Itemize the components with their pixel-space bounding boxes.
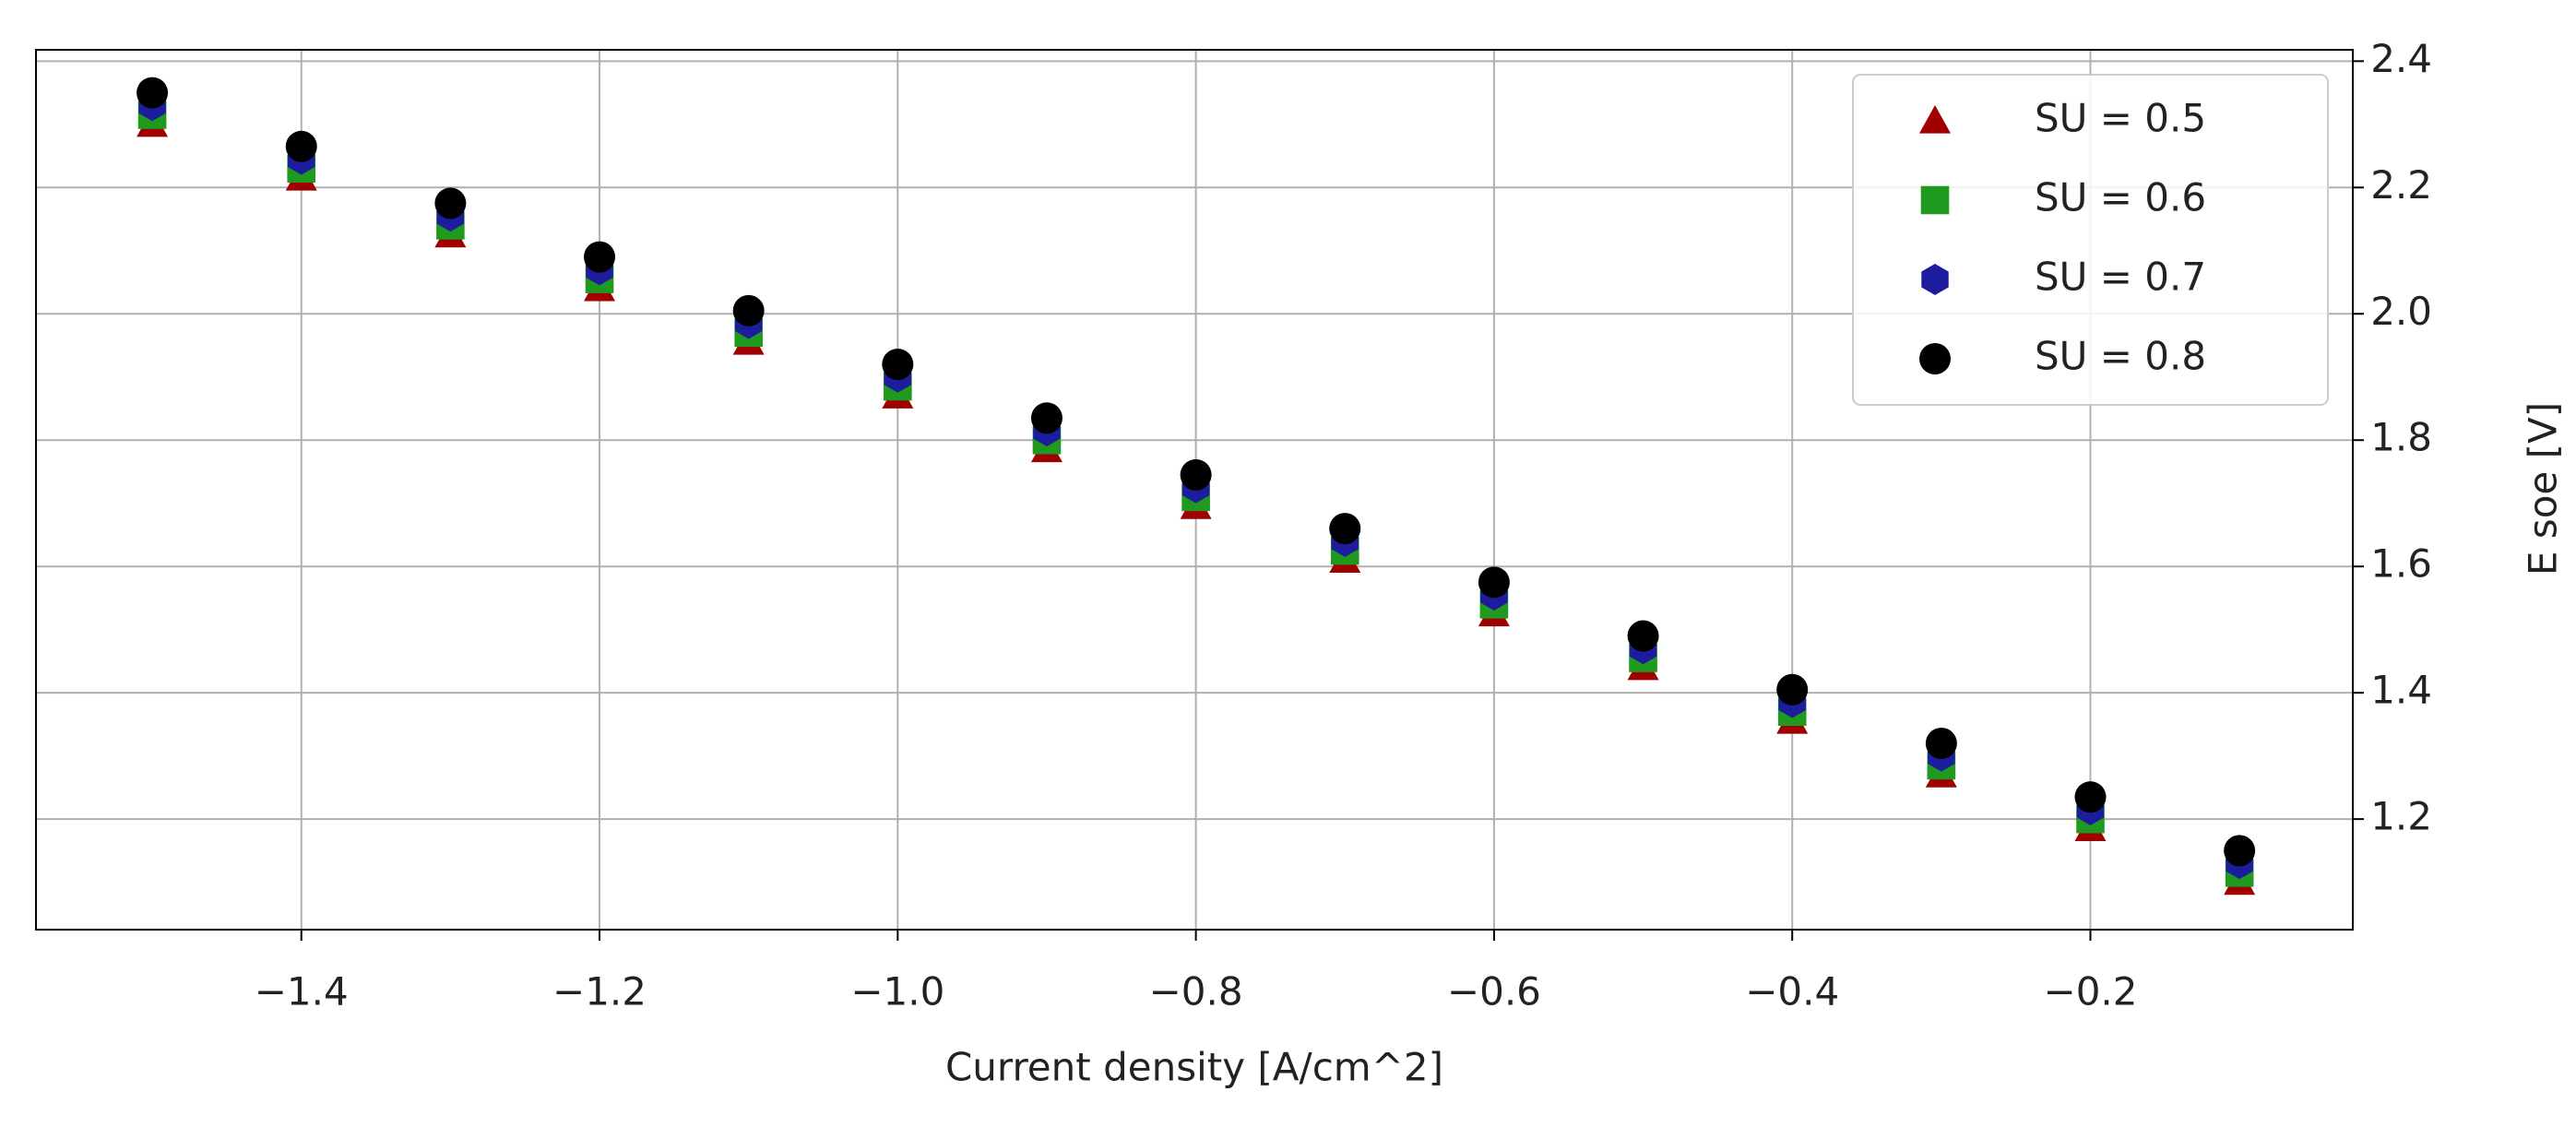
marker — [1180, 458, 1212, 491]
marker — [1921, 264, 1949, 295]
marker — [1919, 105, 1951, 134]
y-axis-label: E soe [V] — [2521, 402, 2566, 575]
plot-frame — [35, 49, 2354, 931]
x-tick-label: −0.8 — [1149, 969, 1243, 1014]
legend-label: SU = 0.5 — [2035, 96, 2206, 141]
marker — [2224, 835, 2256, 867]
marker — [1925, 727, 1957, 759]
marker — [584, 241, 616, 273]
y-tick-label: 1.6 — [2370, 541, 2432, 587]
marker — [285, 130, 317, 162]
x-axis-label: Current density [A/cm^2] — [945, 1045, 1443, 1090]
legend-label: SU = 0.7 — [2035, 255, 2206, 300]
y-tick-label: 2.0 — [2370, 289, 2432, 334]
y-tick-label: 2.4 — [2370, 36, 2432, 81]
marker — [1030, 402, 1062, 434]
x-tick-label: −1.0 — [850, 969, 944, 1014]
x-tick-label: −1.2 — [552, 969, 647, 1014]
marker — [2074, 781, 2107, 813]
y-tick-label: 1.4 — [2370, 668, 2432, 713]
marker — [732, 294, 765, 326]
y-tick-label: 2.2 — [2370, 162, 2432, 208]
marker — [1919, 343, 1951, 374]
legend-label: SU = 0.6 — [2035, 175, 2206, 220]
marker — [882, 349, 914, 381]
marker — [1776, 673, 1809, 706]
y-tick-label: 1.2 — [2370, 794, 2432, 839]
marker — [1627, 620, 1659, 652]
marker — [1329, 513, 1361, 545]
x-tick-label: −1.4 — [255, 969, 349, 1014]
x-tick-label: −0.2 — [2044, 969, 2138, 1014]
x-tick-label: −0.4 — [1745, 969, 1839, 1014]
marker — [1920, 185, 1950, 215]
y-tick-label: 1.8 — [2370, 415, 2432, 460]
legend-label: SU = 0.8 — [2035, 334, 2206, 379]
marker — [1478, 566, 1510, 599]
x-tick-label: −0.6 — [1447, 969, 1541, 1014]
marker — [434, 187, 467, 219]
legend-frame — [1852, 74, 2329, 406]
marker — [137, 77, 169, 109]
